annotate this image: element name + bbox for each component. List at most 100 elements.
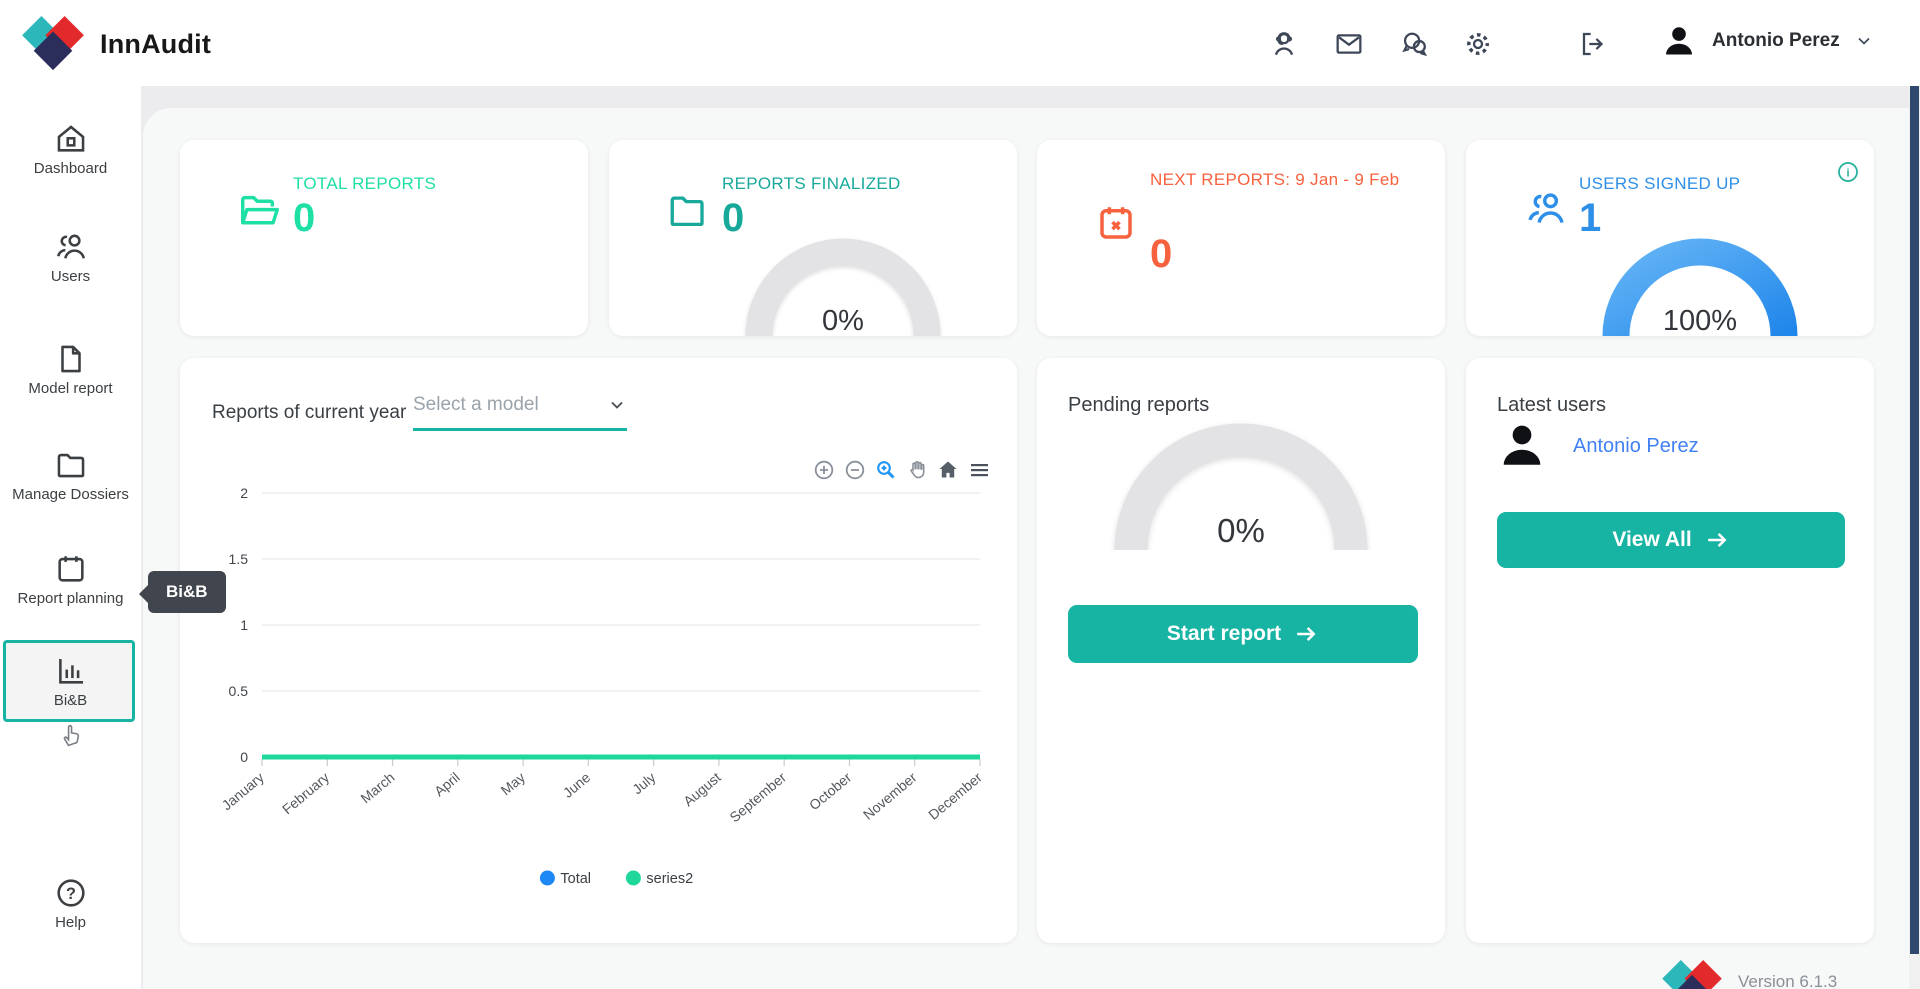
mail-icon[interactable] — [1333, 28, 1365, 60]
x-tick-label: September — [726, 769, 789, 825]
x-tick-label: June — [560, 769, 594, 801]
chart-title: Reports of current year — [212, 402, 407, 423]
legend-swatch[interactable] — [625, 870, 641, 886]
model-select[interactable]: Select a model — [413, 394, 627, 431]
footer: Version 6.1.3 — [1662, 960, 1837, 989]
stat-label: NEXT REPORTS: 9 Jan - 9 Feb — [1150, 170, 1400, 189]
legend-swatch[interactable] — [539, 870, 555, 886]
sidebar-item-bib[interactable]: Bi&B — [0, 654, 141, 709]
finalized-gauge: 0% — [745, 238, 941, 336]
arrow-right-icon — [1707, 533, 1727, 547]
stat-value: 1 — [1579, 196, 1602, 240]
document-icon — [60, 345, 81, 373]
home-icon — [57, 125, 84, 152]
y-tick-label: 2 — [240, 485, 248, 501]
view-all-label: View All — [1612, 528, 1692, 551]
chat-icon[interactable] — [1398, 28, 1430, 60]
x-tick-label: December — [925, 769, 985, 823]
support-icon[interactable] — [1268, 28, 1300, 60]
start-report-label: Start report — [1166, 622, 1282, 645]
sidebar-item-label: Dashboard — [33, 160, 108, 177]
sidebar-item-label: Bi&B — [53, 692, 88, 709]
latest-user-link[interactable]: Antonio Perez — [1573, 434, 1699, 457]
sidebar-item-label: Model report — [28, 380, 113, 397]
sidebar-active-highlight — [3, 640, 135, 722]
stat-value: 0 — [722, 196, 745, 240]
users-icon — [1528, 193, 1564, 224]
x-tick-label: April — [431, 769, 463, 799]
arrow-right-icon — [1297, 627, 1316, 641]
chart-toolbar — [812, 458, 991, 482]
signed-up-gauge: 100% — [1602, 238, 1798, 336]
sidebar-item-manage-dossiers[interactable]: Manage Dossiers — [0, 448, 141, 503]
folder-icon — [57, 453, 84, 478]
svg-text:?: ? — [66, 885, 76, 903]
info-icon[interactable]: i — [1836, 160, 1860, 184]
top-header: InnAudit — [0, 0, 1920, 86]
scrollbar-track[interactable] — [1909, 86, 1920, 989]
sidebar-item-label: Help — [55, 914, 86, 931]
x-tick-label: March — [357, 769, 397, 806]
brand: InnAudit — [22, 16, 211, 72]
legend-label[interactable]: Total — [560, 871, 591, 887]
users-icon — [56, 234, 85, 259]
stat-label: USERS SIGNED UP — [1579, 174, 1741, 193]
card-pending-reports: Pending reports 0% Start report — [1037, 358, 1445, 943]
avatar — [1666, 27, 1692, 55]
card-total-reports: TOTAL REPORTS 0 — [180, 140, 588, 336]
x-tick-label: February — [279, 769, 332, 817]
reports-line-chart: 0 0.5 1 1.5 2 January February March April May Jun… — [218, 485, 985, 887]
sidebar-item-model-report[interactable]: Model report — [0, 342, 141, 397]
stat-label: REPORTS FINALIZED — [722, 174, 901, 193]
innaudit-logo-icon — [22, 16, 84, 71]
card-reports-chart: Reports of current year Select a model — [180, 358, 1017, 943]
x-tick-label: October — [806, 769, 855, 813]
card-next-reports: NEXT REPORTS: 9 Jan - 9 Feb 0 — [1037, 140, 1445, 336]
sidebar-item-label: Manage Dossiers — [12, 486, 129, 503]
logout-icon[interactable] — [1578, 28, 1610, 60]
y-tick-label: 0.5 — [229, 683, 249, 699]
calendar-icon — [57, 556, 84, 582]
scrollbar-thumb[interactable] — [1910, 86, 1919, 954]
card-reports-finalized: REPORTS FINALIZED 0 0% — [609, 140, 1017, 336]
zoom-in-icon[interactable] — [812, 458, 836, 482]
x-tick-label: May — [497, 769, 528, 798]
x-tick-label: August — [680, 769, 724, 809]
pan-icon[interactable] — [905, 458, 929, 482]
settings-icon[interactable] — [1462, 28, 1494, 60]
zoom-out-icon[interactable] — [843, 458, 867, 482]
gauge-value: 100% — [1663, 305, 1737, 336]
y-tick-label: 0 — [240, 749, 248, 765]
y-tick-label: 1.5 — [229, 551, 249, 567]
start-report-button[interactable]: Start report — [1068, 605, 1418, 663]
sidebar: Dashboard Users Model report Manage Doss… — [0, 86, 141, 989]
x-tick-label: July — [629, 769, 658, 797]
pending-reports-title: Pending reports — [1068, 394, 1210, 416]
user-name: Antonio Perez — [1712, 30, 1840, 51]
gauge-value: 0% — [1217, 512, 1265, 549]
stat-value: 0 — [293, 196, 316, 240]
stat-label: TOTAL REPORTS — [293, 174, 437, 193]
user-menu[interactable]: Antonio Perez — [1660, 22, 1874, 60]
legend-label[interactable]: series2 — [646, 871, 693, 887]
folder-open-icon — [241, 195, 279, 225]
folder-icon — [670, 196, 704, 227]
box-zoom-icon[interactable] — [874, 458, 898, 482]
sidebar-item-label: Users — [50, 268, 91, 285]
card-users-signed-up: USERS SIGNED UP 1 i 100% — [1466, 140, 1874, 336]
latest-users-title: Latest users — [1497, 394, 1606, 416]
sidebar-item-dashboard[interactable]: Dashboard — [0, 122, 141, 177]
bar-chart-icon — [58, 658, 83, 684]
help-icon: ? — [56, 879, 85, 907]
sidebar-item-users[interactable]: Users — [0, 230, 141, 285]
latest-user-row: Antonio Perez — [1497, 420, 1699, 472]
reset-home-icon[interactable] — [936, 458, 960, 482]
view-all-button[interactable]: View All — [1497, 512, 1845, 568]
stat-value: 0 — [1150, 232, 1173, 276]
sidebar-item-report-planning[interactable]: Report planning — [0, 552, 141, 607]
gauge-value: 0% — [822, 305, 864, 336]
chevron-down-icon — [1858, 37, 1870, 45]
menu-icon[interactable] — [967, 458, 991, 482]
hand-cursor-icon — [63, 724, 80, 747]
sidebar-item-help[interactable]: ? Help — [0, 876, 141, 931]
